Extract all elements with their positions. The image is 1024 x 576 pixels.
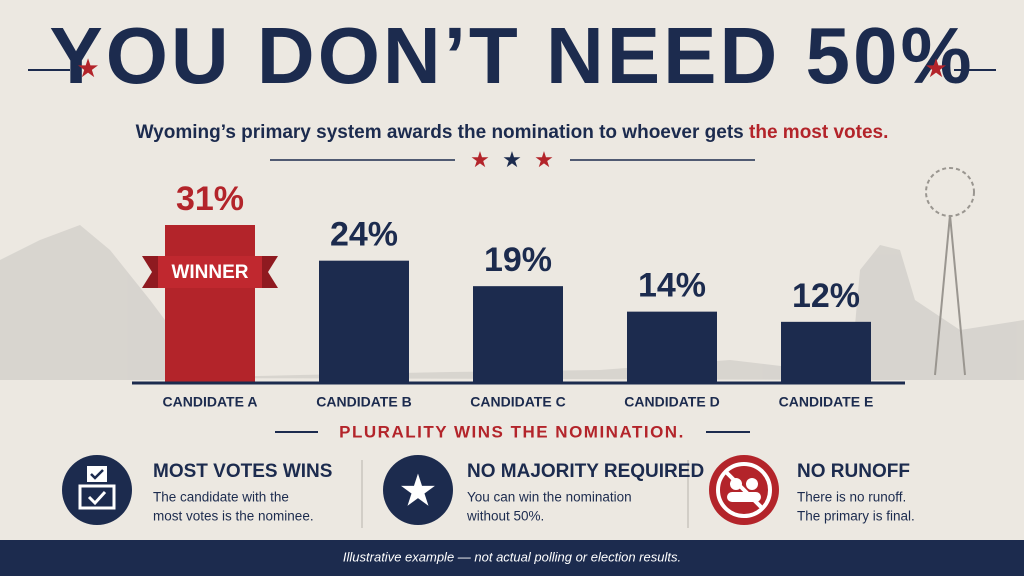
divider: ★ ★ ★ — [270, 147, 755, 172]
features: MOST VOTES WINS The candidate with the mos… — [153, 461, 915, 524]
category-label: CANDIDATE E — [779, 394, 874, 410]
svg-text:★: ★ — [398, 467, 437, 516]
category-label: CANDIDATE B — [316, 394, 411, 410]
title: YOU DON’T NEED 50% — [49, 11, 974, 100]
feature-title: NO RUNOFF — [797, 461, 910, 482]
feature-title: NO MAJORITY REQUIRED — [467, 461, 704, 482]
value-label: 31% — [176, 180, 244, 218]
windmill — [925, 167, 975, 376]
title-decoration: ★ ★ — [28, 53, 996, 83]
feature-text: There is no runoff. — [797, 490, 906, 505]
bar — [165, 225, 255, 383]
scenery — [0, 225, 1024, 380]
value-label: 19% — [484, 241, 552, 279]
feature-text: You can win the nomination — [467, 490, 632, 505]
winner-label: WINNER — [171, 262, 248, 283]
icon-star: ★ — [383, 455, 453, 525]
subtitle-text: Wyoming’s primary system awards the nomi… — [136, 122, 744, 143]
bar-chart: 31% CANDIDATE A WINNER 24% CANDIDATE B 19% CAN… — [142, 180, 873, 410]
value-label: 14% — [638, 267, 706, 305]
icon-ballot — [62, 455, 132, 525]
banner: PLURALITY WINS THE NOMINATION. — [339, 422, 685, 441]
subtitle: Wyoming’s primary system awards the nomi… — [136, 122, 889, 143]
footer: Illustrative example — not actual pollin… — [343, 549, 681, 564]
svg-text:★: ★ — [76, 53, 99, 83]
feature-text: The primary is final. — [797, 509, 915, 524]
bar — [319, 260, 409, 383]
winner-ribbon-face — [158, 256, 262, 288]
feature-text: most votes is the nominee. — [153, 509, 314, 524]
value-label: 12% — [792, 277, 860, 315]
footer-band — [0, 540, 1024, 576]
bar — [473, 286, 563, 383]
svg-text:★: ★ — [924, 53, 947, 83]
feature-text: without 50%. — [466, 509, 544, 524]
svg-text:★: ★ — [502, 147, 522, 172]
feature-text: The candidate with the — [153, 490, 289, 505]
bar — [627, 311, 717, 383]
icon-no-runoff — [709, 455, 779, 525]
category-label: CANDIDATE C — [470, 394, 565, 410]
bar — [781, 321, 871, 383]
svg-text:★: ★ — [470, 147, 490, 172]
value-label: 24% — [330, 216, 398, 254]
category-label: CANDIDATE D — [624, 394, 719, 410]
feature-title: MOST VOTES WINS — [153, 461, 332, 482]
category-label: CANDIDATE A — [163, 394, 258, 410]
feature-dividers — [361, 460, 689, 528]
svg-text:★: ★ — [534, 147, 554, 172]
subtitle-highlight: the most votes. — [749, 122, 888, 143]
